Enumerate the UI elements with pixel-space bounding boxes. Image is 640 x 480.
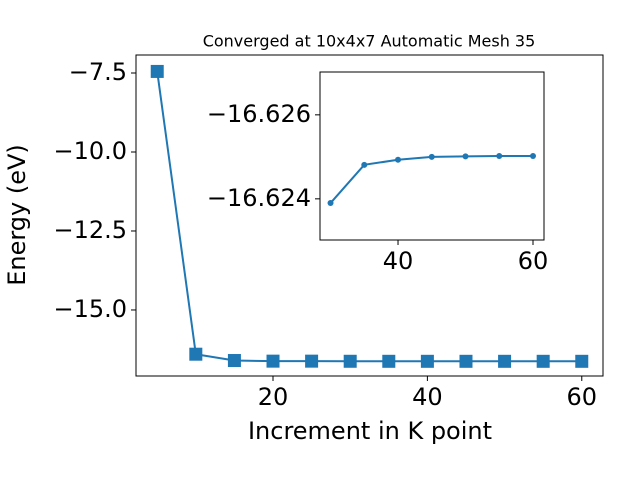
y-axis-label: Energy (eV) (3, 144, 31, 286)
x-axis-label: Increment in K point (248, 417, 492, 445)
marker (529, 153, 536, 159)
y-tick-label: −15.0 (53, 295, 127, 323)
x-tick-label: 40 (412, 383, 443, 411)
marker (227, 354, 241, 368)
marker (327, 200, 334, 207)
marker (420, 354, 434, 368)
y-tick-label: −7.5 (69, 58, 127, 86)
marker (395, 156, 402, 163)
marker (459, 354, 473, 368)
marker (498, 354, 512, 368)
marker (189, 347, 203, 361)
marker (266, 354, 280, 368)
marker (150, 64, 164, 78)
marker (382, 354, 396, 368)
marker (496, 153, 503, 159)
marker (575, 354, 589, 368)
x-tick-label: 60 (566, 383, 597, 411)
y-tick-label: −16.626 (207, 100, 311, 128)
y-tick-label: −10.0 (53, 137, 127, 165)
x-tick-label: 20 (258, 383, 289, 411)
marker (361, 161, 368, 168)
marker (536, 354, 550, 368)
marker (305, 354, 319, 368)
x-tick-label: 60 (518, 247, 549, 275)
y-tick-label: −12.5 (53, 216, 127, 244)
chart-title: Converged at 10x4x7 Automatic Mesh 35 (203, 32, 536, 51)
y-tick-label: −16.624 (207, 184, 311, 212)
marker (428, 153, 435, 160)
x-tick-label: 40 (383, 247, 414, 275)
marker (343, 354, 357, 368)
marker (462, 153, 469, 160)
